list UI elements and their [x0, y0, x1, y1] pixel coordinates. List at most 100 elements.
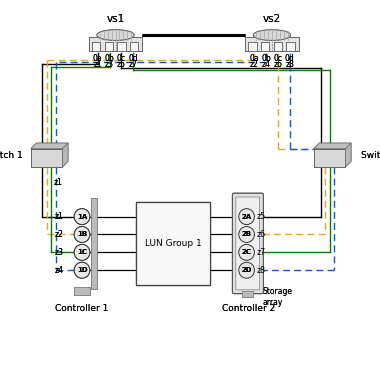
- Text: 1B: 1B: [77, 232, 87, 237]
- FancyBboxPatch shape: [74, 287, 90, 295]
- Text: LUN Group 1: LUN Group 1: [145, 239, 202, 248]
- Text: 0d: 0d: [128, 54, 138, 64]
- Text: Switch 2: Switch 2: [361, 151, 380, 161]
- Text: Switch 1: Switch 1: [0, 151, 22, 161]
- FancyBboxPatch shape: [261, 42, 269, 51]
- Text: z7: z7: [256, 248, 266, 257]
- Text: Controller 2: Controller 2: [222, 303, 276, 312]
- Text: vs2: vs2: [263, 14, 281, 24]
- Text: 2A: 2A: [242, 214, 252, 220]
- Text: z6: z6: [273, 60, 282, 69]
- Text: z6: z6: [273, 60, 282, 69]
- FancyBboxPatch shape: [242, 291, 253, 298]
- Polygon shape: [62, 143, 68, 167]
- FancyBboxPatch shape: [89, 37, 142, 51]
- FancyBboxPatch shape: [249, 42, 256, 51]
- Text: 0d: 0d: [285, 54, 294, 64]
- FancyBboxPatch shape: [314, 149, 345, 167]
- Text: z7: z7: [129, 60, 138, 69]
- Text: 0b: 0b: [261, 54, 271, 64]
- Text: z2: z2: [250, 60, 258, 69]
- Ellipse shape: [253, 30, 291, 40]
- FancyBboxPatch shape: [261, 42, 269, 51]
- FancyBboxPatch shape: [130, 42, 138, 51]
- Polygon shape: [314, 143, 351, 149]
- Text: Storage
array: Storage array: [263, 287, 293, 307]
- Polygon shape: [314, 143, 351, 149]
- Polygon shape: [31, 143, 68, 149]
- Polygon shape: [345, 143, 351, 167]
- Text: z8: z8: [285, 60, 294, 69]
- Ellipse shape: [97, 30, 134, 40]
- Text: z1: z1: [93, 60, 102, 69]
- Text: z3: z3: [55, 248, 64, 257]
- Text: z6: z6: [256, 230, 266, 239]
- Text: Switch 2: Switch 2: [361, 151, 380, 161]
- Circle shape: [239, 227, 255, 242]
- Text: 2C: 2C: [242, 249, 252, 255]
- Text: 0d: 0d: [128, 54, 138, 64]
- Text: 0b: 0b: [105, 54, 114, 64]
- Text: z5: z5: [256, 212, 266, 221]
- Text: z3: z3: [105, 60, 114, 69]
- FancyBboxPatch shape: [233, 193, 263, 294]
- Text: Controller 2: Controller 2: [222, 303, 276, 312]
- Text: 0a: 0a: [93, 54, 103, 64]
- FancyBboxPatch shape: [91, 198, 97, 289]
- Text: z5: z5: [256, 212, 266, 221]
- Text: 0c: 0c: [117, 54, 126, 64]
- Circle shape: [239, 209, 255, 225]
- Polygon shape: [62, 143, 68, 167]
- Text: 2B: 2B: [242, 232, 252, 237]
- Circle shape: [74, 244, 90, 260]
- Text: z2: z2: [55, 230, 64, 239]
- Text: 0a: 0a: [249, 54, 259, 64]
- Text: z4: z4: [55, 266, 64, 275]
- Text: z1: z1: [93, 60, 102, 69]
- FancyBboxPatch shape: [245, 37, 299, 51]
- Text: z1: z1: [54, 178, 63, 187]
- FancyBboxPatch shape: [74, 287, 90, 295]
- Text: LUN Group 1: LUN Group 1: [145, 239, 202, 248]
- FancyBboxPatch shape: [242, 291, 253, 298]
- Circle shape: [239, 244, 255, 260]
- FancyBboxPatch shape: [274, 42, 282, 51]
- Circle shape: [74, 209, 90, 225]
- Circle shape: [239, 244, 255, 260]
- Text: Storage
array: Storage array: [263, 287, 293, 307]
- Text: 0b: 0b: [261, 54, 271, 64]
- Text: z8: z8: [285, 60, 294, 69]
- Polygon shape: [345, 143, 351, 167]
- FancyBboxPatch shape: [91, 198, 97, 289]
- Text: 1B: 1B: [77, 232, 87, 237]
- Text: z7: z7: [256, 248, 266, 257]
- Text: vs1: vs1: [106, 14, 125, 24]
- Text: z1: z1: [55, 212, 64, 221]
- Text: 1A: 1A: [77, 214, 87, 220]
- Text: 2D: 2D: [241, 267, 252, 273]
- Text: z7: z7: [129, 60, 138, 69]
- Text: z8: z8: [256, 266, 266, 275]
- FancyBboxPatch shape: [89, 37, 142, 51]
- FancyBboxPatch shape: [287, 42, 294, 51]
- Text: 1D: 1D: [77, 267, 87, 273]
- FancyBboxPatch shape: [92, 42, 100, 51]
- Text: 0d: 0d: [285, 54, 294, 64]
- Ellipse shape: [253, 30, 291, 40]
- Circle shape: [239, 262, 255, 278]
- Text: 1A: 1A: [77, 214, 87, 220]
- FancyBboxPatch shape: [287, 42, 294, 51]
- Text: z4: z4: [261, 60, 271, 69]
- Text: 2D: 2D: [241, 267, 252, 273]
- Text: z2: z2: [55, 230, 64, 239]
- Text: 1D: 1D: [77, 267, 87, 273]
- Polygon shape: [31, 143, 68, 149]
- Circle shape: [74, 244, 90, 260]
- FancyBboxPatch shape: [105, 42, 113, 51]
- FancyBboxPatch shape: [92, 42, 100, 51]
- Text: z4: z4: [55, 266, 64, 275]
- Text: z3: z3: [55, 248, 64, 257]
- Text: z5: z5: [117, 60, 126, 69]
- FancyBboxPatch shape: [236, 197, 260, 290]
- Text: 2C: 2C: [242, 249, 252, 255]
